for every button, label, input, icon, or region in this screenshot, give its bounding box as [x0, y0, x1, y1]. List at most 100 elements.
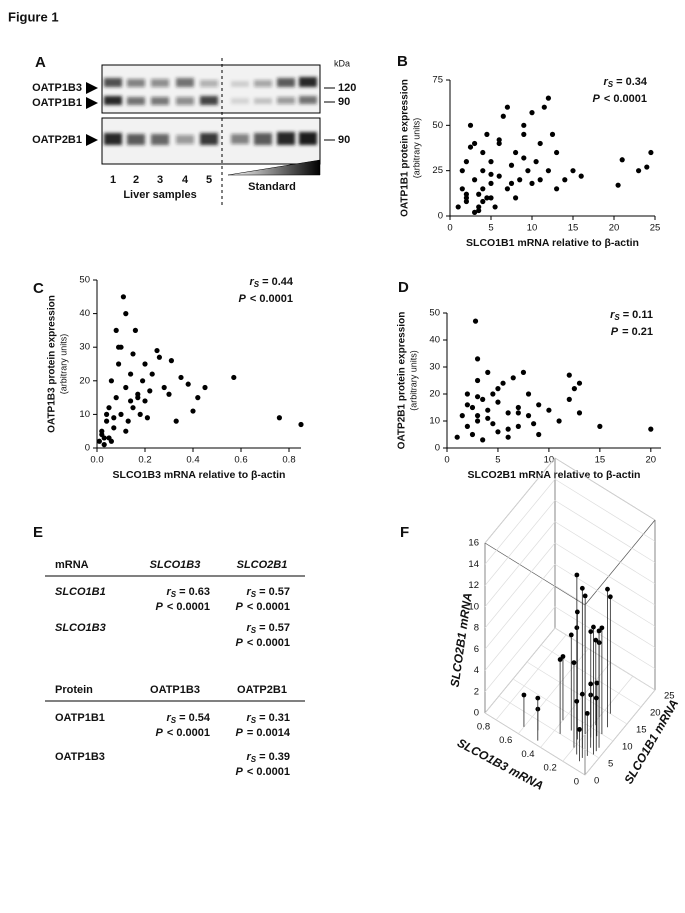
protein-label: OATP1B3 — [32, 82, 82, 94]
panel-label: F — [400, 524, 409, 541]
table-header: mRNA — [55, 559, 89, 571]
stat-value: = 0.31 — [259, 712, 290, 724]
data-point — [545, 168, 552, 174]
data-point — [495, 386, 501, 392]
stat-text: rS = 0.34 — [603, 76, 647, 89]
data-point — [521, 155, 527, 161]
data-point — [485, 415, 491, 421]
grid-line — [554, 521, 656, 585]
y-tick-label: 10 — [429, 416, 440, 427]
grid-line — [484, 564, 556, 650]
stat-text: P < 0.0001 — [236, 766, 290, 778]
y-tick-label: 30 — [429, 362, 440, 373]
data-point — [472, 209, 478, 215]
data-point — [490, 391, 496, 397]
data-point — [571, 386, 577, 392]
stat-symbol: P — [236, 601, 244, 613]
data-point — [488, 180, 494, 186]
data-point — [599, 625, 605, 631]
stat-text: P = 0.0014 — [236, 727, 291, 739]
data-point — [469, 404, 476, 411]
data-point — [467, 144, 474, 150]
grid-line — [484, 627, 556, 714]
data-point — [147, 388, 153, 394]
stat-symbol: r — [249, 276, 254, 288]
data-point — [480, 437, 486, 443]
data-point — [488, 159, 494, 165]
grid-line — [554, 500, 656, 563]
data-point — [463, 159, 469, 165]
data-point — [467, 122, 474, 128]
data-point — [231, 374, 237, 381]
stat-subscript: S — [171, 716, 177, 725]
data-point — [474, 394, 481, 400]
data-point — [140, 378, 146, 384]
y-tick-label: 0 — [85, 443, 90, 454]
data-point — [116, 344, 122, 350]
data-point — [108, 378, 114, 384]
stat-text: rS = 0.44 — [249, 276, 293, 289]
data-point — [525, 168, 531, 174]
grid-line — [554, 627, 656, 691]
x-tick-label: 10 — [527, 223, 538, 234]
stat-subscript: S — [608, 80, 614, 89]
data-point — [130, 405, 136, 411]
data-point — [128, 398, 134, 404]
data-point — [541, 104, 547, 110]
data-point — [485, 369, 491, 375]
x-tick-label: 0 — [444, 455, 449, 466]
stat-value: = 0.34 — [616, 76, 648, 88]
x-tick-label: 0.8 — [282, 455, 295, 466]
z-tick-label: 0 — [474, 708, 479, 719]
stat-value: = 0.39 — [259, 751, 290, 763]
data-point — [529, 110, 535, 116]
row-label: OATP1B1 — [55, 712, 105, 724]
data-point — [546, 407, 552, 413]
x-tick-label: 20 — [646, 455, 657, 466]
data-point — [156, 354, 162, 360]
grid-line — [554, 457, 656, 521]
kda-label: kDa — [334, 58, 350, 68]
data-point — [113, 327, 119, 333]
stat-value: = 0.44 — [262, 276, 294, 288]
x-tick-label: 20 — [650, 708, 661, 719]
stat-symbol: P — [236, 637, 244, 649]
data-point — [488, 171, 494, 177]
data-point — [185, 381, 191, 387]
data-point — [137, 411, 143, 417]
data-point — [480, 149, 486, 156]
stat-symbol: P — [156, 601, 164, 613]
data-point — [104, 411, 110, 417]
y-tick-label: 0 — [435, 443, 440, 454]
table-header: SLCO2B1 — [237, 559, 288, 571]
stat-symbol: r — [246, 586, 251, 598]
data-point — [520, 369, 527, 375]
x-tick-label: 0 — [447, 223, 452, 234]
stat-text: rS = 0.63 — [166, 586, 210, 599]
data-point — [500, 380, 506, 386]
stat-value: = 0.0014 — [247, 727, 291, 739]
stat-subscript: S — [251, 590, 257, 599]
data-point — [202, 384, 208, 391]
grid-line — [484, 521, 556, 607]
data-point — [605, 586, 610, 592]
data-point — [591, 624, 596, 630]
grid-line — [498, 695, 600, 759]
data-point — [513, 149, 519, 156]
stat-value: = 0.63 — [179, 586, 210, 598]
data-point — [588, 681, 594, 687]
data-point — [108, 438, 114, 444]
data-point — [496, 137, 502, 143]
panel-label: D — [398, 279, 409, 296]
z-tick-label: 14 — [468, 559, 479, 570]
data-point — [101, 442, 107, 448]
grid-line — [484, 585, 556, 671]
data-point — [525, 413, 532, 419]
stat-symbol: P — [236, 766, 244, 778]
group-label: Standard — [248, 181, 296, 193]
data-point — [111, 415, 117, 421]
y-tick-label: 20 — [79, 375, 90, 386]
data-point — [597, 423, 603, 429]
data-point — [469, 431, 476, 438]
marker-label: 90 — [338, 96, 350, 108]
